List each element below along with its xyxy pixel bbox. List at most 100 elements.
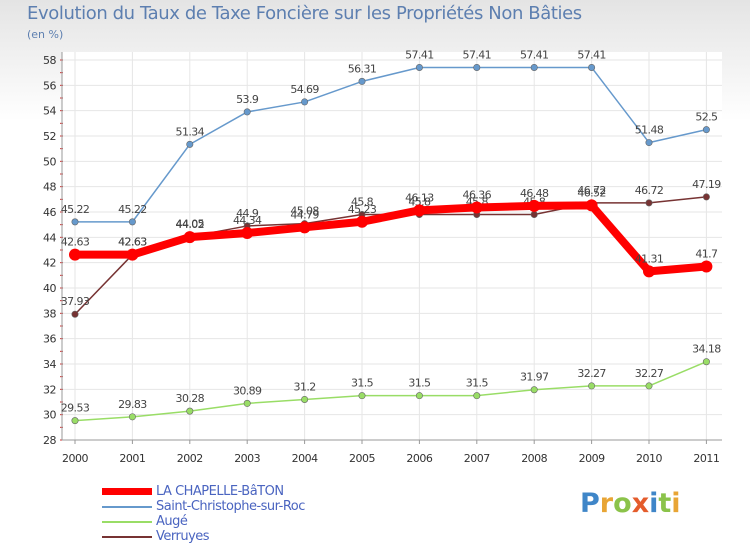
y-tick-label: 54 <box>43 105 56 118</box>
data-point-saint-christophe-sur-roc <box>186 140 194 148</box>
data-point-saint-christophe-sur-roc <box>243 108 251 116</box>
data-label-la-chapelle-baton: 44.34 <box>233 214 262 227</box>
x-tick-label: 2004 <box>292 452 318 465</box>
data-point-auge <box>473 392 481 400</box>
series-line-la-chapelle-baton <box>71 201 711 276</box>
data-point-la-chapelle-baton <box>470 201 483 214</box>
data-label-auge: 29.53 <box>61 402 90 415</box>
data-point-la-chapelle-baton <box>700 260 713 273</box>
legend-swatch-la-chapelle-baton <box>102 488 152 495</box>
data-label-saint-christophe-sur-roc: 54.69 <box>290 83 319 96</box>
data-point-auge <box>186 407 194 415</box>
data-label-la-chapelle-baton: 41.31 <box>635 252 664 265</box>
series-line-auge <box>74 360 708 422</box>
data-label-saint-christophe-sur-roc: 57.41 <box>520 48 549 61</box>
x-tick-label: 2007 <box>464 452 490 465</box>
data-point-la-chapelle-baton <box>356 215 368 228</box>
y-tick-label: 32 <box>43 383 56 396</box>
data-point-verruyes <box>702 193 710 201</box>
x-tick-label: 2002 <box>177 452 203 465</box>
data-label-la-chapelle-baton: 42.63 <box>118 236 147 249</box>
data-label-saint-christophe-sur-roc: 57.41 <box>463 48 492 61</box>
data-label-la-chapelle-baton: 46.52 <box>577 186 606 199</box>
y-tick-label: 34 <box>43 358 56 371</box>
data-label-auge: 29.83 <box>118 398 147 411</box>
data-label-auge: 32.27 <box>577 367 606 380</box>
y-tick-label: 46 <box>43 206 56 219</box>
data-label-auge: 32.27 <box>635 367 664 380</box>
series-line-saint-christophe-sur-roc <box>74 66 708 223</box>
data-point-la-chapelle-baton <box>241 227 254 240</box>
data-point-saint-christophe-sur-roc <box>415 63 423 71</box>
data-label-verruyes: 44.9 <box>236 207 259 220</box>
data-point-verruyes <box>71 310 79 318</box>
y-tick-label: 40 <box>43 282 56 295</box>
data-point-la-chapelle-baton <box>69 248 81 261</box>
data-label-la-chapelle-baton: 42.63 <box>61 236 90 249</box>
data-label-verruyes: 46.72 <box>577 184 606 197</box>
x-tick-label: 2011 <box>693 452 719 465</box>
data-label-auge: 30.89 <box>233 384 262 397</box>
data-label-verruyes: 37.93 <box>61 295 90 308</box>
y-tick-label: 30 <box>43 409 56 422</box>
data-point-auge <box>358 392 366 400</box>
data-label-saint-christophe-sur-roc: 52.5 <box>695 111 718 124</box>
chart-title: Evolution du Taux de Taxe Foncière sur l… <box>27 3 582 24</box>
x-tick-label: 2005 <box>349 452 375 465</box>
data-label-la-chapelle-baton: 46.48 <box>520 187 549 200</box>
data-point-auge <box>71 417 79 425</box>
data-label-auge: 34.18 <box>692 343 721 356</box>
data-label-saint-christophe-sur-roc: 57.41 <box>405 48 434 61</box>
data-label-auge: 31.5 <box>408 377 431 390</box>
y-tick-label: 42 <box>43 257 56 270</box>
y-axis-unit-label: (en %) <box>27 28 64 41</box>
data-point-auge <box>415 392 423 400</box>
legend-swatch-auge <box>102 521 152 523</box>
x-tick-label: 2000 <box>62 452 88 465</box>
y-tick-label: 56 <box>43 79 56 92</box>
data-point-la-chapelle-baton <box>528 199 541 212</box>
data-point-verruyes <box>530 211 538 219</box>
proxiti-logo: Proxiti <box>580 488 681 519</box>
data-point-saint-christophe-sur-roc <box>588 63 596 71</box>
y-tick-label: 58 <box>43 54 56 67</box>
data-point-auge <box>702 358 710 366</box>
legend-swatch-verruyes <box>102 536 152 538</box>
data-point-la-chapelle-baton <box>298 221 311 234</box>
data-label-auge: 30.28 <box>176 392 205 405</box>
data-point-auge <box>530 386 538 394</box>
data-label-auge: 31.97 <box>520 371 549 384</box>
data-point-saint-christophe-sur-roc <box>530 63 538 71</box>
legend-label-saint-christophe-sur-roc: Saint-Christophe-sur-Roc <box>156 499 305 514</box>
data-label-saint-christophe-sur-roc: 45.22 <box>61 203 90 216</box>
legend-label-la-chapelle-baton: LA CHAPELLE-BâTON <box>156 484 284 499</box>
legend-label-auge: Augé <box>156 514 188 529</box>
data-label-la-chapelle-baton: 41.7 <box>695 247 718 260</box>
data-label-saint-christophe-sur-roc: 53.9 <box>236 93 259 106</box>
y-tick-label: 36 <box>43 333 56 346</box>
legend-swatch-saint-christophe-sur-roc <box>102 506 152 508</box>
data-point-la-chapelle-baton <box>183 231 196 244</box>
y-tick-label: 48 <box>43 181 56 194</box>
x-tick-label: 2006 <box>406 452 432 465</box>
data-label-verruyes: 45.08 <box>290 205 319 218</box>
data-label-verruyes: 44.05 <box>176 218 205 231</box>
data-label-saint-christophe-sur-roc: 45.22 <box>118 203 147 216</box>
data-point-saint-christophe-sur-roc <box>702 126 710 134</box>
x-tick-label: 2010 <box>636 452 662 465</box>
data-label-saint-christophe-sur-roc: 57.41 <box>577 48 606 61</box>
x-tick-label: 2001 <box>119 452 145 465</box>
data-label-la-chapelle-baton: 44.79 <box>290 208 319 221</box>
data-label-saint-christophe-sur-roc: 56.31 <box>348 62 377 75</box>
y-tick-label: 50 <box>43 155 56 168</box>
data-point-auge <box>128 413 136 421</box>
data-label-saint-christophe-sur-roc: 51.34 <box>176 125 205 138</box>
data-point-saint-christophe-sur-roc <box>358 77 366 85</box>
legend-label-verruyes: Verruyes <box>156 529 210 544</box>
data-label-verruyes: 45.8 <box>408 196 431 209</box>
data-point-saint-christophe-sur-roc <box>645 139 653 147</box>
x-tick-label: 2009 <box>579 452 605 465</box>
data-point-auge <box>588 382 596 390</box>
data-label-auge: 31.2 <box>294 380 316 393</box>
